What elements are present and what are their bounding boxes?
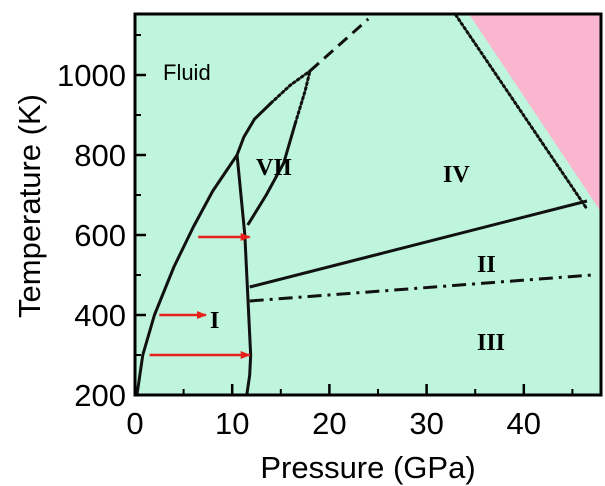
phase-boundary-7 [293,69,312,125]
phase-boundary-2 [235,154,253,395]
phase-boundary-6 [246,122,297,226]
x-tick-label: 0 [126,406,143,441]
x-tick-label: 30 [409,406,443,441]
y-tick-label: 800 [74,138,126,173]
phase-boundary-1 [135,154,239,395]
y-tick-label: 400 [74,298,126,333]
x-tick-label: 10 [215,406,249,441]
phase-boundary-8 [249,199,588,289]
red-arrows [149,233,251,359]
phase-boundary-4 [269,69,312,105]
axes: 0 10 20 30 40 200 400 600 800 1000 [57,34,574,441]
region-label-i: I [210,308,219,334]
x-tick-label: 40 [507,406,541,441]
y-tick-label: 200 [74,378,126,413]
phase-boundaries [135,14,592,395]
y-axis-title: Temperature (K) [12,94,47,318]
region-label-fluid: Fluid [163,60,211,85]
region-label-iv: IV [443,162,470,188]
phase-boundary-3 [235,101,273,156]
region-label-iii: III [477,330,505,356]
region-label-vii: VII [256,155,292,181]
phase-boundary-5 [308,17,370,73]
y-tick-label: 1000 [57,58,126,93]
region-label-ii: II [477,252,496,278]
phase-boundary-10 [454,14,589,211]
region-pink [469,14,601,212]
x-axis-title: Pressure (GPa) [260,450,475,485]
plot-frame [133,12,603,397]
x-tick-label: 20 [312,406,346,441]
y-tick-label: 600 [74,218,126,253]
